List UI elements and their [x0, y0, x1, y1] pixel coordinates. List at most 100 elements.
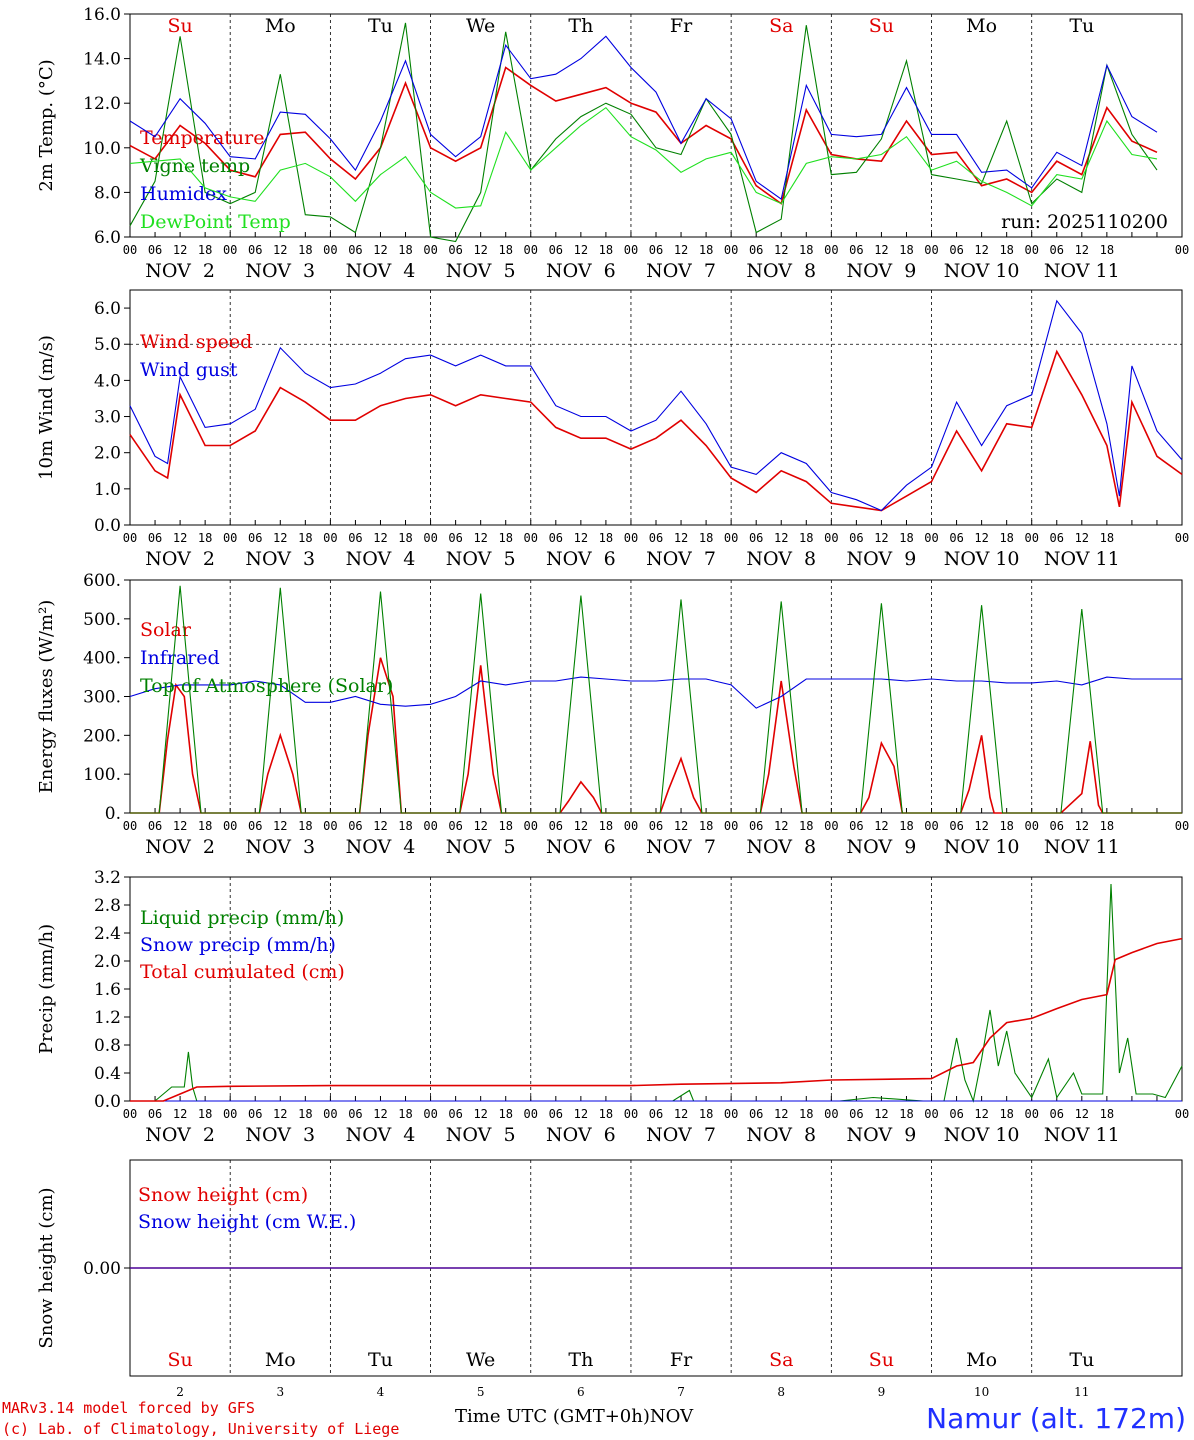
date-label: NOV 2	[145, 836, 215, 858]
hour-label: 18	[699, 243, 713, 257]
hour-label: 00	[223, 531, 237, 545]
y-tick-label: 14.0	[83, 50, 121, 70]
y-tick-label: 0.0	[94, 1092, 121, 1112]
legend-entry: Infrared	[140, 647, 220, 669]
hour-label: 12	[173, 243, 187, 257]
weekday-label-top: Tu	[1069, 15, 1094, 37]
hour-label: 00	[323, 531, 337, 545]
date-label: NOV 11	[1044, 548, 1120, 570]
hour-label: 18	[899, 819, 913, 833]
hour-label: 12	[674, 819, 688, 833]
y-tick-label: 600.	[83, 571, 121, 591]
legend-entry: Total cumulated (cm)	[140, 961, 345, 983]
date-label: NOV 10	[944, 836, 1020, 858]
hour-label: 12	[774, 1107, 788, 1121]
y-tick-label: 6.0	[94, 228, 121, 248]
hour-label: 06	[949, 819, 963, 833]
hour-label: 18	[198, 819, 212, 833]
month-label: NOV	[649, 1406, 694, 1427]
hour-label: 12	[874, 531, 888, 545]
hour-label: 00	[223, 1107, 237, 1121]
hour-label: 12	[674, 1107, 688, 1121]
hour-label: 06	[448, 819, 462, 833]
series-line-humidex	[129, 35, 1158, 201]
date-label: NOV 2	[145, 260, 215, 282]
date-label: NOV 6	[546, 260, 616, 282]
hour-label: 18	[699, 819, 713, 833]
hour-label: 12	[774, 243, 788, 257]
hour-label: 12	[574, 243, 588, 257]
weekday-label-bottom: Th	[568, 1349, 593, 1371]
weekday-label-bottom: Mo	[265, 1349, 296, 1371]
hour-label: 18	[1100, 819, 1114, 833]
hour-label: 12	[373, 1107, 387, 1121]
legend-entry: Wind speed	[140, 331, 252, 353]
weekday-label-top: Tu	[368, 15, 393, 37]
hour-label: 18	[999, 819, 1013, 833]
day-number-label: 4	[377, 1385, 385, 1399]
date-label: NOV 10	[944, 260, 1020, 282]
hour-label: 06	[348, 243, 362, 257]
hour-label: 18	[298, 819, 312, 833]
hour-label: 12	[674, 531, 688, 545]
day-number-label: 6	[577, 1385, 585, 1399]
hour-label: 12	[473, 531, 487, 545]
hour-label: 00	[724, 819, 738, 833]
y-tick-label: 200.	[83, 726, 121, 746]
legend-entry: Top of Atmosphere (Solar)	[140, 675, 393, 697]
hour-label: 06	[448, 243, 462, 257]
y-tick-label: 0.00	[83, 1259, 121, 1279]
hour-label: 00	[423, 531, 437, 545]
series-line-dewpoint-temp	[129, 106, 1158, 209]
hour-label: 12	[974, 819, 988, 833]
hour-label: 06	[749, 531, 763, 545]
hour-label: 18	[298, 243, 312, 257]
hour-label: 00	[123, 243, 137, 257]
y-tick-label: 6.0	[94, 299, 121, 319]
hour-label: 06	[348, 1107, 362, 1121]
hour-label: 06	[649, 819, 663, 833]
day-number-label: 7	[677, 1385, 685, 1399]
hour-label: 00	[1024, 1107, 1038, 1121]
hour-label: 00	[824, 243, 838, 257]
hour-label: 18	[899, 531, 913, 545]
hour-label: 12	[373, 531, 387, 545]
y-axis-title: 2m Temp. (°C)	[36, 59, 57, 191]
hour-label: 18	[1100, 243, 1114, 257]
hour-label: 12	[774, 531, 788, 545]
hour-label: 00	[524, 243, 538, 257]
y-tick-label: 12.0	[83, 94, 121, 114]
date-label: NOV 3	[245, 836, 315, 858]
y-tick-label: 16.0	[83, 5, 121, 25]
weekday-label-top: Su	[167, 15, 192, 37]
hour-label: 00	[223, 243, 237, 257]
date-label: NOV 11	[1044, 260, 1120, 282]
hour-label: 06	[248, 531, 262, 545]
hour-label: 00	[323, 819, 337, 833]
hour-label: 06	[148, 243, 162, 257]
hour-label: 06	[849, 1107, 863, 1121]
weekday-label-top: Fr	[670, 15, 693, 37]
y-tick-label: 2.4	[94, 924, 121, 944]
weekday-label-bottom: Sa	[769, 1349, 793, 1371]
hour-label: 00	[824, 819, 838, 833]
hour-label: 00	[1175, 531, 1189, 545]
hour-label: 12	[173, 1107, 187, 1121]
hour-label: 12	[273, 531, 287, 545]
hour-label: 12	[173, 531, 187, 545]
legend-entry: Temperature	[140, 127, 264, 149]
date-label: NOV 7	[646, 1124, 716, 1146]
hour-label: 18	[198, 243, 212, 257]
weekday-label-top: Th	[568, 15, 593, 37]
hour-label: 00	[1175, 819, 1189, 833]
hour-label: 00	[724, 531, 738, 545]
weekday-label-bottom: Su	[167, 1349, 192, 1371]
hour-label: 12	[273, 243, 287, 257]
day-number-label: 2	[176, 1385, 184, 1399]
hour-label: 12	[373, 819, 387, 833]
hour-label: 18	[1100, 531, 1114, 545]
hour-label: 06	[248, 1107, 262, 1121]
weekday-label-bottom: Mo	[966, 1349, 997, 1371]
y-axis-title: Snow height (cm)	[36, 1187, 57, 1348]
date-label: NOV 5	[446, 836, 516, 858]
